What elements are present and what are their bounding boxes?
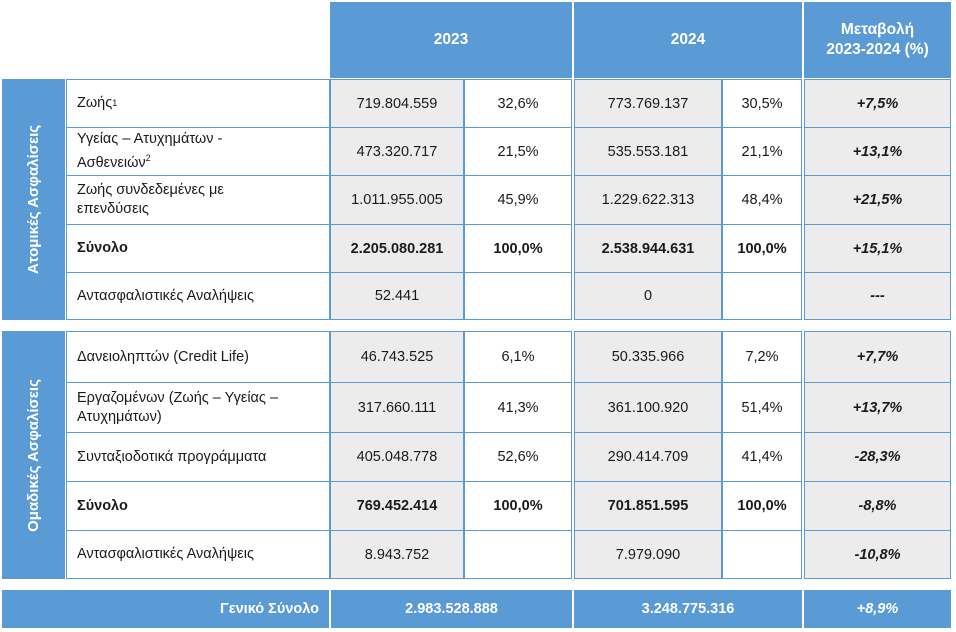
row-unit-linked-change: +21,5% <box>804 175 951 225</box>
row-credit-life-2024-pct: 7,2% <box>722 331 802 383</box>
row-credit-life-change: +7,7% <box>804 331 951 383</box>
row-pension-2023-pct: 52,6% <box>464 432 572 482</box>
row-life-2023-value: 719.804.559 <box>330 79 464 128</box>
group-total-2023-pct: 100,0% <box>464 481 572 531</box>
header-change-line2: 2023-2024 (%) <box>826 41 929 58</box>
individual-reinsurance-2024-value: 0 <box>574 272 722 320</box>
section-label-group: Ομαδικές Ασφαλίσεις <box>2 331 65 579</box>
group-reinsurance-2024-value: 7.979.090 <box>574 530 722 579</box>
row-employees-change: +13,7% <box>804 382 951 433</box>
section-label-individual: Ατομικές Ασφαλίσεις <box>2 79 65 320</box>
header-2023: 2023 <box>330 2 572 78</box>
row-pension-2024-pct: 41,4% <box>722 432 802 482</box>
grand-total-change: +8,9% <box>804 590 951 628</box>
row-life-2024-pct: 30,5% <box>722 79 802 128</box>
row-pension-label: Συνταξιοδοτικά προγράμματα <box>66 432 330 482</box>
group-total-2023-value: 769.452.414 <box>330 481 464 531</box>
individual-total-2024-pct: 100,0% <box>722 224 802 273</box>
row-health-change: +13,1% <box>804 127 951 176</box>
row-employees-label: Εργαζομένων (Ζωής – Υγείας – Ατυχημάτων) <box>66 382 330 433</box>
row-credit-life-label: Δανειοληπτών (Credit Life) <box>66 331 330 383</box>
row-credit-life-2023-pct: 6,1% <box>464 331 572 383</box>
individual-reinsurance-2023-pct <box>464 272 572 320</box>
group-total-label: Σύνολο <box>66 481 330 531</box>
individual-total-change: +15,1% <box>804 224 951 273</box>
row-health-2023-pct: 21,5% <box>464 127 572 176</box>
individual-total-2024-value: 2.538.944.631 <box>574 224 722 273</box>
row-employees-2023-value: 317.660.111 <box>330 382 464 433</box>
row-unit-linked-2023-value: 1.011.955.005 <box>330 175 464 225</box>
group-total-change: -8,8% <box>804 481 951 531</box>
group-reinsurance-label: Αντασφαλιστικές Αναλήψεις <box>66 530 330 579</box>
grand-total-label: Γενικό Σύνολο <box>2 590 329 628</box>
group-total-2024-pct: 100,0% <box>722 481 802 531</box>
individual-total-2023-pct: 100,0% <box>464 224 572 273</box>
row-health-label: Υγείας – Ατυχημάτων - Ασθενειών2 <box>66 127 330 176</box>
row-health-2023-value: 473.320.717 <box>330 127 464 176</box>
row-unit-linked-label: Ζωής συνδεδεμένες με επενδύσεις <box>66 175 330 225</box>
header-change-line1: Μεταβολή <box>840 21 915 38</box>
individual-total-2023-value: 2.205.080.281 <box>330 224 464 273</box>
individual-reinsurance-label: Αντασφαλιστικές Αναλήψεις <box>66 272 330 320</box>
row-employees-2024-pct: 51,4% <box>722 382 802 433</box>
row-health-2024-value: 535.553.181 <box>574 127 722 176</box>
group-reinsurance-2023-value: 8.943.752 <box>330 530 464 579</box>
individual-total-label: Σύνολο <box>66 224 330 273</box>
individual-reinsurance-change: --- <box>804 272 951 320</box>
group-reinsurance-2024-pct <box>722 530 802 579</box>
row-life-2024-value: 773.769.137 <box>574 79 722 128</box>
row-pension-2024-value: 290.414.709 <box>574 432 722 482</box>
group-total-2024-value: 701.851.595 <box>574 481 722 531</box>
individual-reinsurance-2024-pct <box>722 272 802 320</box>
header-change: Μεταβολή 2023-2024 (%) <box>804 2 951 78</box>
group-reinsurance-2023-pct <box>464 530 572 579</box>
individual-reinsurance-2023-value: 52.441 <box>330 272 464 320</box>
grand-total-2024-value: 3.248.775.316 <box>574 590 802 628</box>
row-unit-linked-2023-pct: 45,9% <box>464 175 572 225</box>
grand-total-2023-value: 2.983.528.888 <box>331 590 572 628</box>
header-2024: 2024 <box>574 2 802 78</box>
row-employees-2023-pct: 41,3% <box>464 382 572 433</box>
row-pension-2023-value: 405.048.778 <box>330 432 464 482</box>
row-unit-linked-2024-pct: 48,4% <box>722 175 802 225</box>
row-pension-change: -28,3% <box>804 432 951 482</box>
row-health-2024-pct: 21,1% <box>722 127 802 176</box>
row-employees-2024-value: 361.100.920 <box>574 382 722 433</box>
row-life-change: +7,5% <box>804 79 951 128</box>
row-credit-life-2023-value: 46.743.525 <box>330 331 464 383</box>
group-reinsurance-change: -10,8% <box>804 530 951 579</box>
row-life-label: Ζωής 1 <box>66 79 330 128</box>
row-life-2023-pct: 32,6% <box>464 79 572 128</box>
row-unit-linked-2024-value: 1.229.622.313 <box>574 175 722 225</box>
row-credit-life-2024-value: 50.335.966 <box>574 331 722 383</box>
